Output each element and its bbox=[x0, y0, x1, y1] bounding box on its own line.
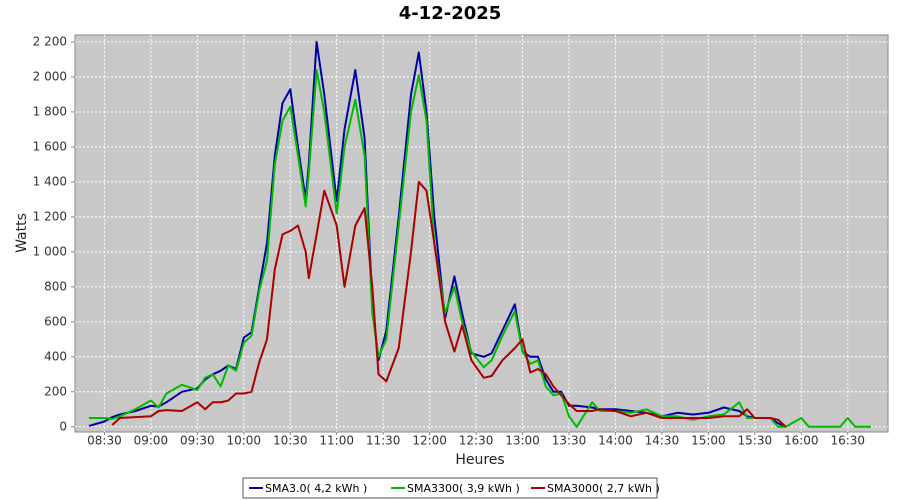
y-tick-label: 0 bbox=[59, 419, 67, 433]
x-tick-label: 16:00 bbox=[784, 434, 819, 448]
y-tick-label: 1 000 bbox=[33, 244, 67, 258]
x-tick-label: 15:30 bbox=[738, 434, 773, 448]
y-tick-label: 2 200 bbox=[33, 34, 67, 48]
x-tick-label: 13:30 bbox=[552, 434, 587, 448]
y-tick-label: 1 200 bbox=[33, 209, 67, 223]
x-tick-label: 10:30 bbox=[273, 434, 308, 448]
y-tick-label: 800 bbox=[44, 279, 67, 293]
x-tick-label: 12:30 bbox=[459, 434, 494, 448]
x-axis-title: Heures bbox=[455, 452, 504, 468]
x-tick-label: 14:30 bbox=[645, 434, 680, 448]
series-line bbox=[111, 180, 787, 428]
legend bbox=[242, 477, 658, 499]
x-tick-label: 12:00 bbox=[412, 434, 447, 448]
x-tick-label: 11:30 bbox=[366, 434, 401, 448]
y-axis-title: Watts bbox=[14, 213, 30, 253]
x-tick-label: 15:00 bbox=[691, 434, 726, 448]
legend-label: SMA3000( 2,7 kWh ) bbox=[547, 482, 660, 495]
y-tick-label: 1 400 bbox=[33, 174, 67, 188]
y-tick-label: 2 000 bbox=[33, 69, 67, 83]
y-tick-label: 600 bbox=[44, 314, 67, 328]
x-tick-label: 14:00 bbox=[598, 434, 633, 448]
legend-label: SMA3.0( 4,2 kWh ) bbox=[265, 482, 367, 495]
x-tick-label: 09:00 bbox=[134, 434, 169, 448]
x-tick-label: 16:30 bbox=[830, 434, 865, 448]
legend-label: SMA3300( 3,9 kWh ) bbox=[407, 482, 520, 495]
x-tick-label: 08:30 bbox=[87, 434, 122, 448]
x-tick-label: 11:00 bbox=[319, 434, 354, 448]
chart-title: 4-12-2025 bbox=[399, 3, 502, 24]
x-tick-label: 10:00 bbox=[226, 434, 261, 448]
y-tick-label: 1 600 bbox=[33, 139, 67, 153]
x-tick-label: 13:00 bbox=[505, 434, 540, 448]
x-tick-label: 09:30 bbox=[180, 434, 215, 448]
y-tick-label: 1 800 bbox=[33, 104, 67, 118]
y-tick-label: 200 bbox=[44, 384, 67, 398]
y-tick-label: 400 bbox=[44, 349, 67, 363]
